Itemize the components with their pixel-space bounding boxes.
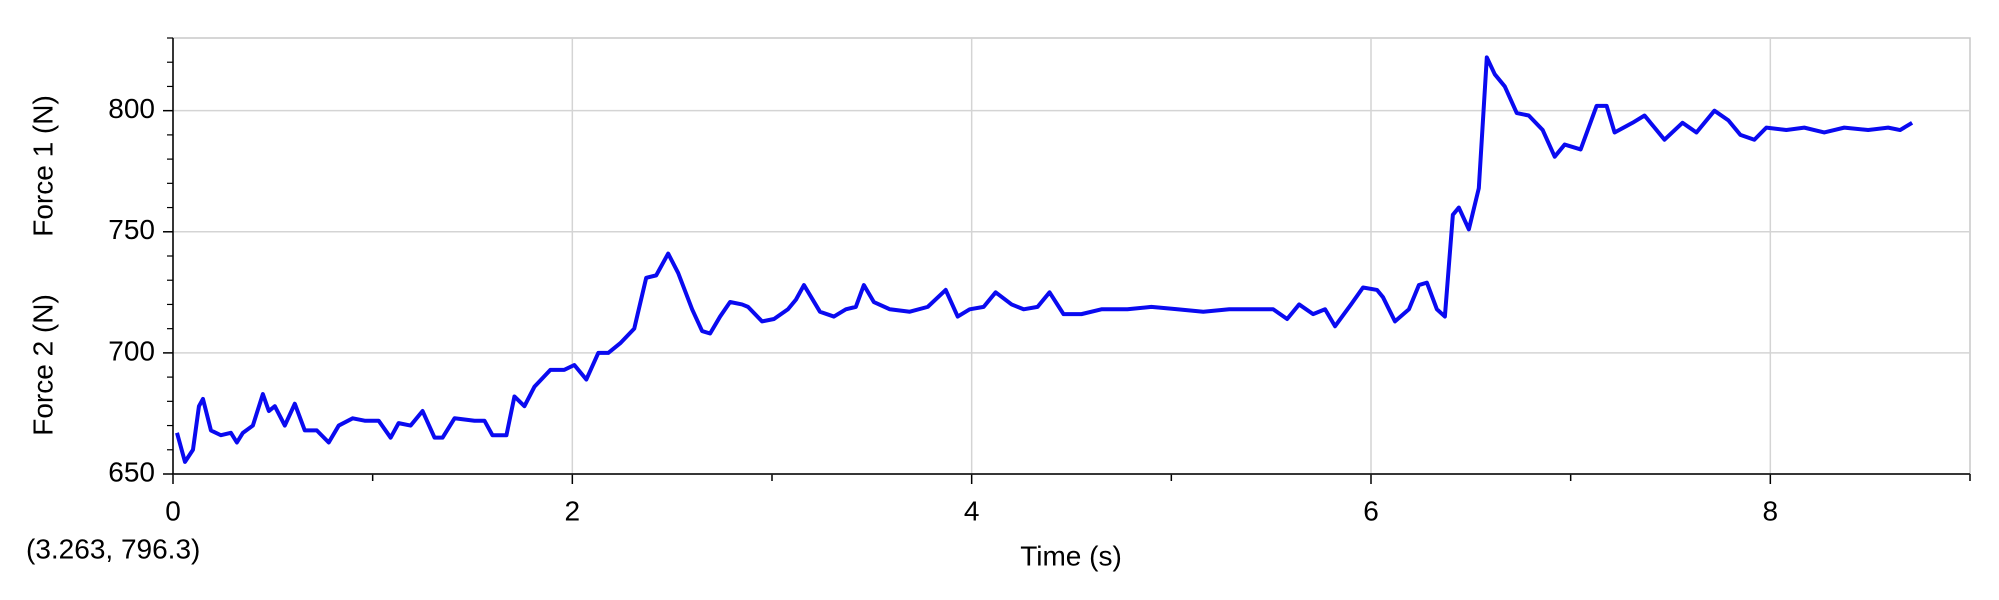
x-tick-label: 4 (964, 495, 980, 526)
y-axis-label: Force 1 (N) (27, 95, 58, 237)
x-tick-label: 2 (565, 495, 581, 526)
cursor-readout: (3.263, 796.3) (26, 533, 200, 564)
y-tick-label: 650 (108, 456, 155, 487)
x-tick-label: 6 (1363, 495, 1379, 526)
x-tick-label: 8 (1763, 495, 1779, 526)
x-tick-label: 0 (165, 495, 181, 526)
y-axis-label-secondary: Force 2 (N) (27, 294, 58, 436)
y-tick-label: 800 (108, 93, 155, 124)
y-tick-label: 700 (108, 335, 155, 366)
data-line (175, 55, 1914, 464)
plot-frame (172, 37, 1971, 475)
x-axis-label: Time (s) (1020, 540, 1122, 571)
y-tick-label: 750 (108, 214, 155, 245)
